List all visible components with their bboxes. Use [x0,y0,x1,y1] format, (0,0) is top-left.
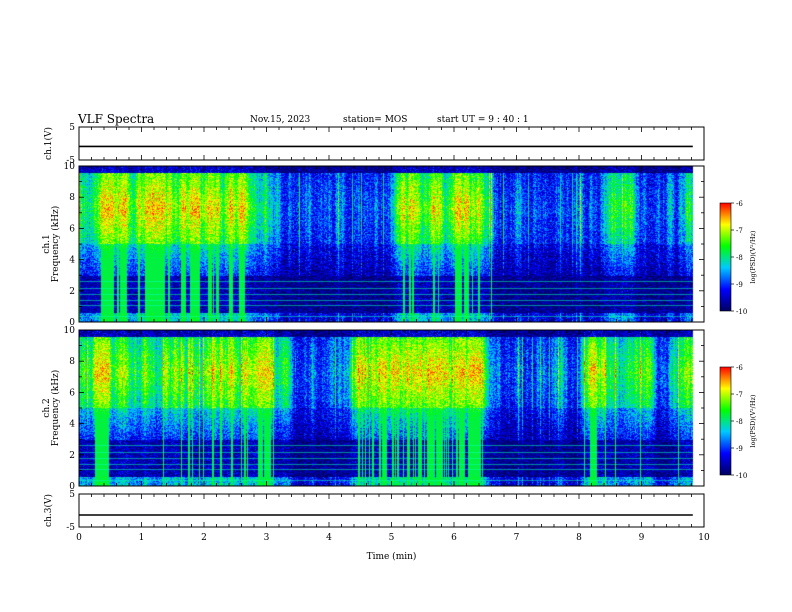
colorbar-tick-label: -6 [736,200,743,208]
x-tick-label: 2 [201,533,207,543]
y-tick-label: 4 [69,420,75,430]
panel-3-ylabel-channel: ch.2 [42,398,52,417]
y-tick-label: 5 [69,490,75,500]
y-tick-label: 10 [64,326,76,336]
colorbar-tick-label: -6 [736,364,743,372]
x-tick-label: 8 [576,533,582,543]
x-tick-label: 7 [514,533,520,543]
x-tick-label: 6 [451,533,457,543]
colorbar-tick-label: -7 [736,227,743,235]
y-tick-label: 0 [69,482,75,492]
x-tick-label: 3 [264,533,270,543]
y-tick-label: 2 [69,451,75,461]
y-tick-label: 10 [64,162,76,172]
colorbar-tick-label: -10 [736,472,747,480]
y-tick-label: -5 [66,156,75,166]
x-tick-label: 9 [639,533,645,543]
x-tick-label: 1 [139,533,145,543]
x-tick-label: 0 [76,533,82,543]
y-tick-label: 8 [69,357,75,367]
y-tick-label: 6 [69,388,75,398]
panel-2-ylabel-channel: ch.1 [42,234,52,253]
colorbar-tick-label: -9 [736,281,743,289]
panel-1-ylabel: ch.1(V) [43,127,54,160]
spectrogram-image-ch2 [79,330,704,486]
panel-3-colorbar-label: log(PSD)(V²/Hz) [749,394,757,447]
colorbar-tick-label: -9 [736,445,743,453]
y-tick-label: -5 [66,523,75,533]
figure-title: VLF Spectra [78,112,155,126]
colorbar-tick-label: -8 [736,418,743,426]
x-tick-label: 5 [389,533,395,543]
y-tick-label: 4 [69,256,75,266]
panel-2-ylabel-unit: Frequency (kHz) [50,206,61,283]
start-time-label: start UT = 9 : 40 : 1 [437,115,529,125]
colorbar-tick-label: -10 [736,308,747,316]
panel-2-colorbar-label: log(PSD)(V²/Hz) [749,230,757,283]
panel-2-colorbar [719,202,732,312]
y-tick-label: 8 [69,193,75,203]
station-label: station= MOS [343,115,408,125]
y-tick-label: 2 [69,287,75,297]
colorbar-tick-label: -8 [736,254,743,262]
panel-3-colorbar [719,366,732,476]
y-tick-label: 5 [69,123,75,133]
x-axis-label: Time (min) [367,551,417,562]
x-tick-label: 10 [698,533,710,543]
panel-3-ylabel-unit: Frequency (kHz) [50,370,61,447]
y-tick-label: 0 [69,318,75,328]
spectrogram-image-ch1 [79,166,704,322]
x-tick-label: 4 [326,533,332,543]
date-label: Nov.15, 2023 [250,115,311,125]
y-tick-label: 6 [69,224,75,234]
colorbar-tick-label: -7 [736,391,743,399]
panel-4-ylabel: ch.3(V) [43,494,54,527]
